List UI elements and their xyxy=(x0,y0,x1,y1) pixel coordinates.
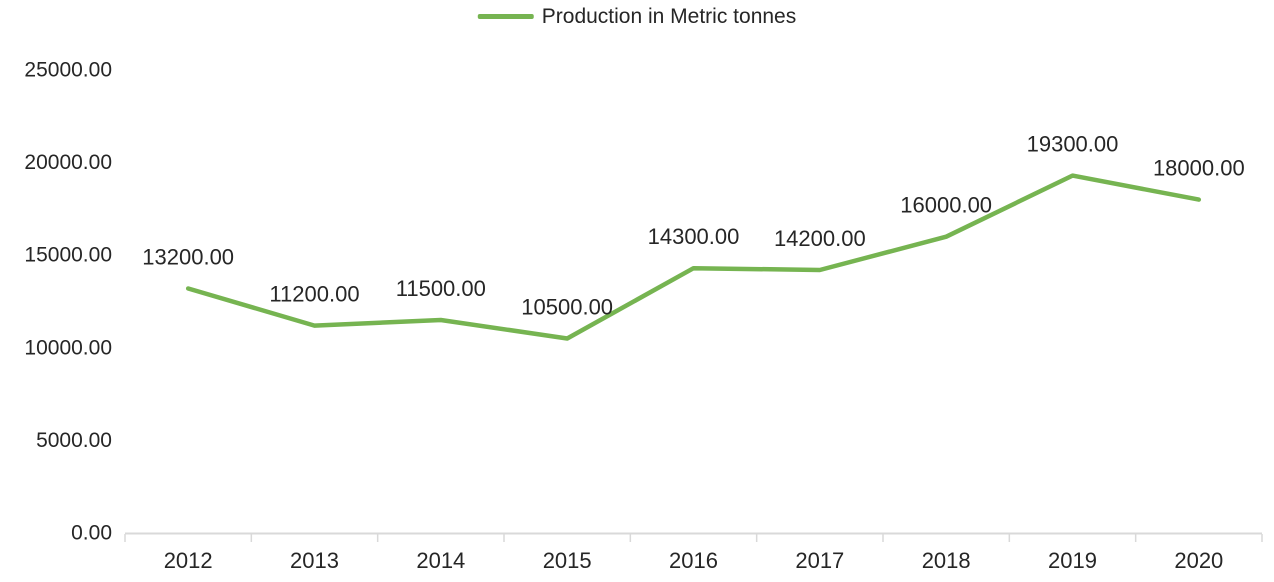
y-axis-label: 10000.00 xyxy=(24,336,112,359)
data-label: 16000.00 xyxy=(900,193,992,218)
legend-label: Production in Metric tonnes xyxy=(541,5,797,28)
data-label: 14200.00 xyxy=(774,226,866,251)
y-axis-label: 25000.00 xyxy=(24,59,112,82)
x-axis-label: 2015 xyxy=(543,548,592,573)
chart-legend: Production in Metric tonnes xyxy=(477,5,797,28)
data-label: 19300.00 xyxy=(1027,132,1119,157)
data-label: 11200.00 xyxy=(269,282,359,307)
y-axis-label: 0.00 xyxy=(71,522,112,545)
x-axis-label: 2017 xyxy=(795,548,844,573)
data-label: 13200.00 xyxy=(142,245,234,270)
data-label: 18000.00 xyxy=(1153,156,1245,181)
data-label: 10500.00 xyxy=(521,295,613,320)
data-label: 14300.00 xyxy=(648,224,740,249)
x-axis-label: 2013 xyxy=(290,548,339,573)
x-axis-label: 2020 xyxy=(1174,548,1223,573)
x-axis-label: 2018 xyxy=(922,548,971,573)
data-label: 11500.00 xyxy=(396,276,486,301)
legend-line-swatch xyxy=(477,14,534,19)
y-axis-label: 15000.00 xyxy=(24,244,112,267)
y-axis-label: 20000.00 xyxy=(24,151,112,174)
y-axis-label: 5000.00 xyxy=(36,429,112,452)
x-axis-label: 2019 xyxy=(1048,548,1097,573)
x-axis-label: 2012 xyxy=(164,548,213,573)
x-axis-label: 2014 xyxy=(416,548,465,573)
series-line xyxy=(185,173,1202,341)
x-axis-label: 2016 xyxy=(669,548,718,573)
